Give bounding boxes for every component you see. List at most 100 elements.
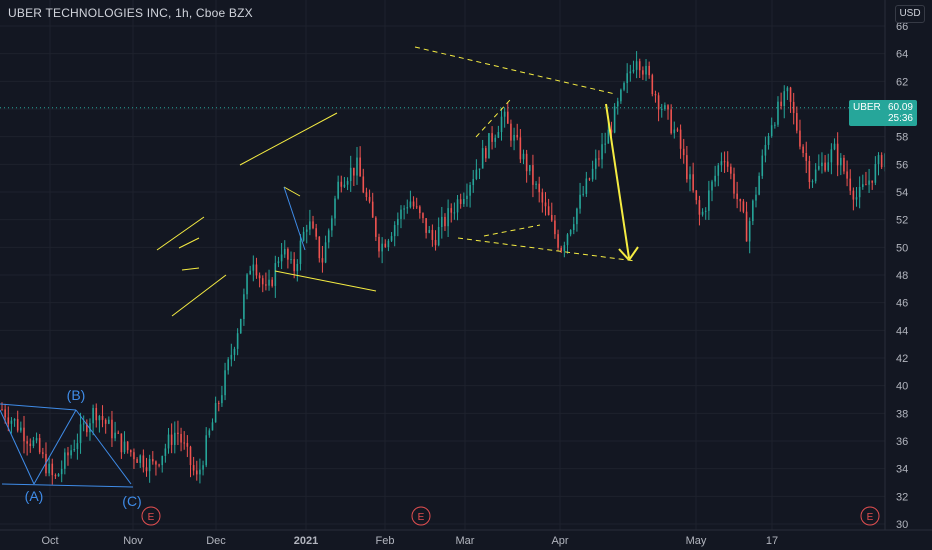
y-tick-label: 44	[896, 325, 908, 337]
candle-body	[180, 433, 182, 443]
candle-body	[689, 174, 691, 180]
candle-body	[723, 161, 726, 163]
candle-body	[349, 167, 352, 182]
candle-body	[730, 166, 732, 174]
x-tick-label: Mar	[456, 535, 475, 547]
candle-body	[758, 175, 760, 195]
x-tick-label: Feb	[376, 535, 395, 547]
candle-body	[852, 190, 855, 200]
candle-body	[64, 452, 66, 469]
candle-body	[387, 240, 390, 248]
candle-body	[409, 201, 412, 208]
last-price-tag: UBER 60.09 25:36	[849, 100, 917, 126]
candle-body	[400, 209, 402, 219]
candle-body	[236, 333, 239, 349]
candle-body	[642, 70, 644, 75]
candle-body	[447, 208, 449, 227]
candle-body	[667, 105, 669, 110]
candle-body	[566, 234, 569, 246]
candle-body	[375, 217, 377, 237]
candle-body	[111, 419, 113, 439]
candle-body	[7, 417, 10, 424]
candle-body	[871, 180, 874, 183]
x-tick-label: 17	[766, 535, 778, 547]
y-tick-label: 32	[896, 491, 908, 503]
y-tick-label: 66	[896, 21, 908, 33]
candle-body	[202, 465, 204, 470]
candle-body	[858, 186, 861, 198]
candle-body	[211, 422, 214, 431]
candle-body	[679, 129, 682, 149]
candle-body	[73, 448, 76, 451]
y-tick-label: 54	[896, 187, 908, 199]
candle-body	[682, 148, 685, 156]
candle-body	[519, 137, 522, 160]
candle-body	[808, 161, 811, 183]
candle-body	[745, 211, 748, 242]
candle-body	[818, 166, 820, 170]
candle-body	[522, 153, 525, 160]
y-tick-label: 36	[896, 436, 908, 448]
candle-body	[726, 161, 729, 167]
candle-body	[488, 133, 490, 159]
candle-body	[145, 467, 148, 472]
candle-body	[840, 157, 842, 166]
wave-label-b: (B)	[67, 387, 86, 403]
candle-body	[717, 165, 720, 176]
candle-body	[742, 201, 745, 212]
candle-body	[16, 419, 19, 431]
candle-body	[368, 196, 371, 202]
candle-body	[381, 243, 383, 252]
candle-body	[576, 208, 578, 225]
candle-body	[698, 200, 701, 215]
candle-body	[268, 279, 270, 286]
candle-body	[535, 183, 537, 185]
candle-body	[814, 169, 817, 182]
candle-body	[861, 184, 864, 187]
candle-body	[635, 61, 638, 70]
candle-body	[4, 409, 6, 418]
candle-body	[506, 111, 509, 124]
candle-body	[865, 184, 867, 186]
candle-body	[38, 438, 41, 453]
candle-body	[761, 155, 764, 176]
trend-line	[75, 409, 132, 485]
candle-body	[101, 416, 104, 420]
candle-body	[186, 442, 189, 447]
candle-body	[755, 194, 757, 201]
candle-body	[657, 95, 660, 110]
candle-body	[397, 218, 399, 226]
candle-body	[544, 202, 547, 207]
candle-body	[494, 137, 497, 142]
candle-body	[833, 143, 836, 150]
chart-title: UBER TECHNOLOGIES INC, 1h, Cboe BZX	[8, 6, 253, 20]
x-tick-label: Dec	[206, 535, 226, 547]
candle-body	[701, 211, 704, 215]
candle-body	[142, 455, 145, 468]
candle-body	[243, 294, 245, 320]
candle-body	[613, 106, 616, 133]
candle-body	[139, 455, 142, 463]
candle-body	[183, 442, 186, 444]
candle-body	[733, 173, 735, 194]
candle-body	[309, 221, 311, 230]
trend-line	[156, 216, 205, 251]
candle-body	[874, 164, 877, 183]
candle-body	[783, 91, 786, 107]
currency-button[interactable]: USD	[895, 5, 925, 23]
candle-body	[714, 175, 716, 182]
candle-body	[670, 109, 672, 134]
candle-body	[456, 199, 459, 213]
price-tag-symbol: UBER	[853, 102, 881, 113]
candle-body	[466, 195, 468, 200]
candle-body	[692, 174, 694, 191]
candle-body	[239, 319, 242, 334]
candle-body	[60, 468, 63, 475]
candle-body	[428, 229, 431, 233]
candle-body	[23, 427, 25, 442]
candle-body	[437, 227, 440, 246]
candle-body	[233, 348, 236, 355]
candle-body	[164, 448, 167, 456]
